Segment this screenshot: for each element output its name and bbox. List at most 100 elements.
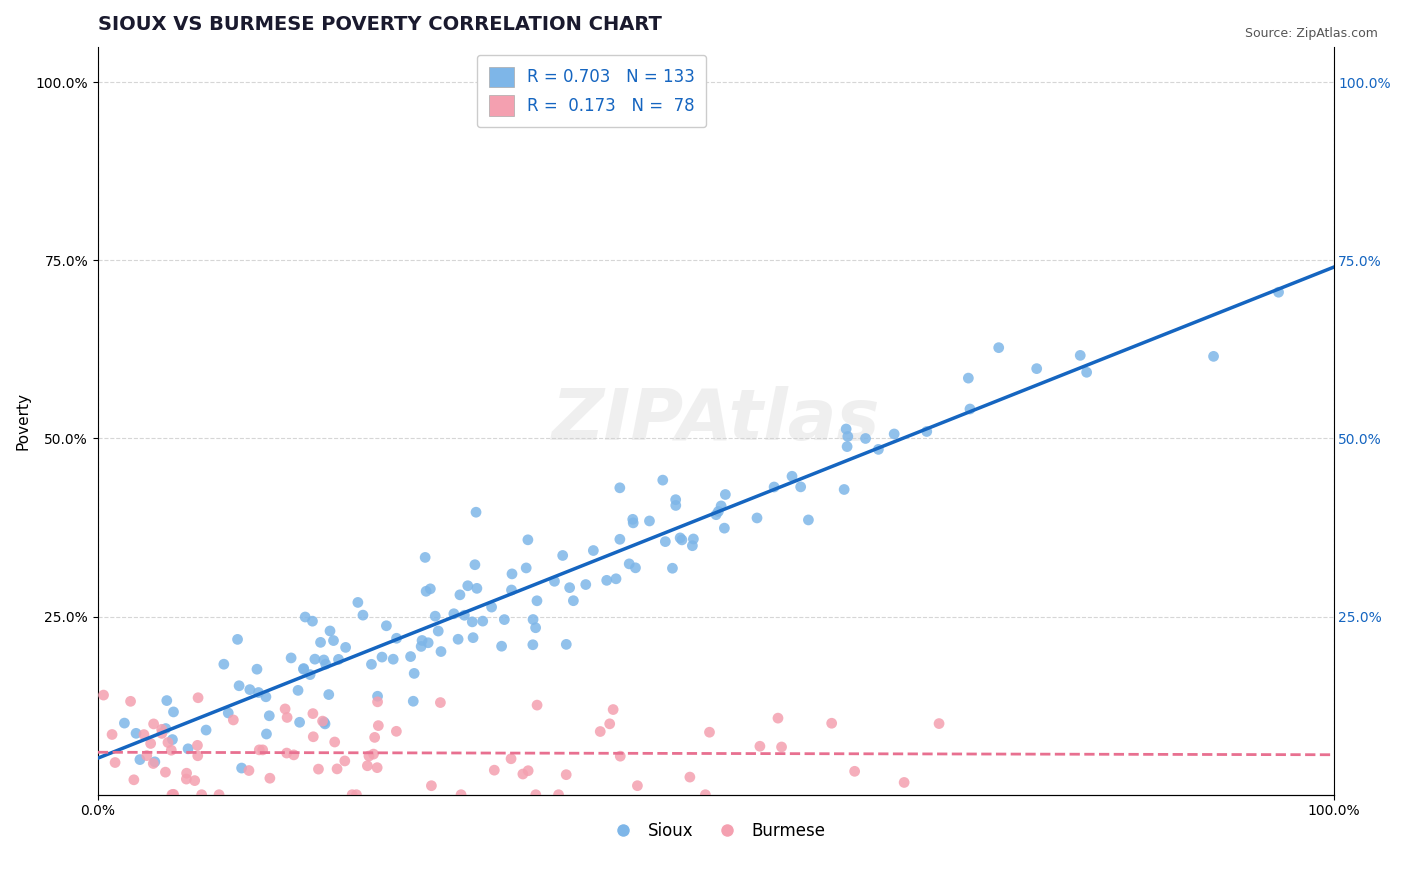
Point (150, 723, 173, 737)
Point (366, 761, 388, 775)
Point (665, 492, 688, 507)
Point (665, 499, 688, 513)
Point (183, 773, 205, 788)
Point (855, 432, 877, 446)
Point (413, 550, 436, 565)
Point (695, 788, 717, 802)
Point (464, 558, 486, 572)
Point (399, 649, 422, 664)
Point (449, 588, 471, 602)
Point (187, 748, 209, 763)
Point (259, 771, 281, 785)
Point (499, 752, 522, 766)
Point (356, 758, 378, 772)
Point (575, 577, 598, 591)
Point (453, 608, 475, 623)
Point (429, 696, 451, 710)
Point (385, 632, 408, 646)
Point (619, 557, 641, 571)
Point (526, 594, 548, 608)
Point (599, 716, 621, 731)
Point (382, 652, 405, 666)
Point (176, 772, 198, 786)
Point (443, 607, 465, 621)
Point (129, 753, 152, 767)
Point (427, 624, 450, 638)
Point (162, 788, 184, 802)
Point (404, 666, 426, 681)
Point (797, 513, 820, 527)
Point (155, 765, 177, 780)
Point (465, 582, 488, 596)
Point (501, 582, 523, 597)
Point (832, 483, 855, 497)
Point (315, 657, 337, 672)
Point (419, 582, 441, 596)
Point (661, 561, 683, 575)
Point (596, 574, 619, 588)
Point (517, 764, 540, 778)
Point (1025, 361, 1047, 376)
Point (122, 772, 145, 787)
Point (465, 505, 488, 519)
Point (748, 739, 770, 754)
Point (602, 702, 624, 716)
Point (177, 741, 200, 756)
Point (837, 429, 859, 443)
Point (176, 766, 198, 780)
Point (789, 480, 811, 494)
Point (162, 788, 184, 802)
Point (494, 613, 516, 627)
Point (276, 746, 298, 760)
Point (162, 705, 184, 719)
Point (287, 683, 309, 698)
Point (654, 534, 676, 549)
Point (1069, 348, 1091, 362)
Point (112, 716, 135, 731)
Point (609, 481, 631, 495)
Y-axis label: Poverty: Poverty (15, 392, 30, 450)
Point (371, 650, 394, 665)
Point (276, 710, 298, 724)
Point (195, 723, 218, 737)
Point (142, 756, 165, 771)
Point (160, 743, 183, 757)
Point (283, 747, 305, 762)
Point (582, 543, 605, 558)
Point (301, 614, 323, 628)
Point (247, 685, 270, 699)
Point (770, 739, 793, 754)
Point (187, 690, 209, 705)
Point (312, 653, 335, 667)
Point (274, 702, 297, 716)
Point (681, 539, 703, 553)
Point (143, 755, 166, 769)
Point (609, 533, 631, 547)
Point (363, 731, 385, 745)
Point (357, 749, 380, 764)
Point (411, 640, 433, 654)
Point (526, 698, 548, 712)
Point (524, 788, 547, 802)
Point (669, 531, 692, 545)
Point (522, 638, 544, 652)
Point (309, 635, 332, 649)
Point (347, 595, 370, 609)
Point (524, 621, 547, 635)
Point (160, 788, 183, 802)
Point (256, 727, 278, 741)
Point (699, 725, 721, 739)
Point (120, 694, 142, 708)
Text: ZIPAtlas: ZIPAtlas (551, 386, 880, 455)
Point (101, 727, 124, 741)
Point (522, 613, 544, 627)
Point (959, 402, 981, 417)
Point (292, 661, 315, 675)
Point (626, 779, 648, 793)
Point (605, 572, 627, 586)
Point (420, 779, 443, 793)
Point (512, 767, 534, 781)
Point (212, 657, 235, 672)
Point (915, 425, 938, 439)
Point (714, 487, 737, 501)
